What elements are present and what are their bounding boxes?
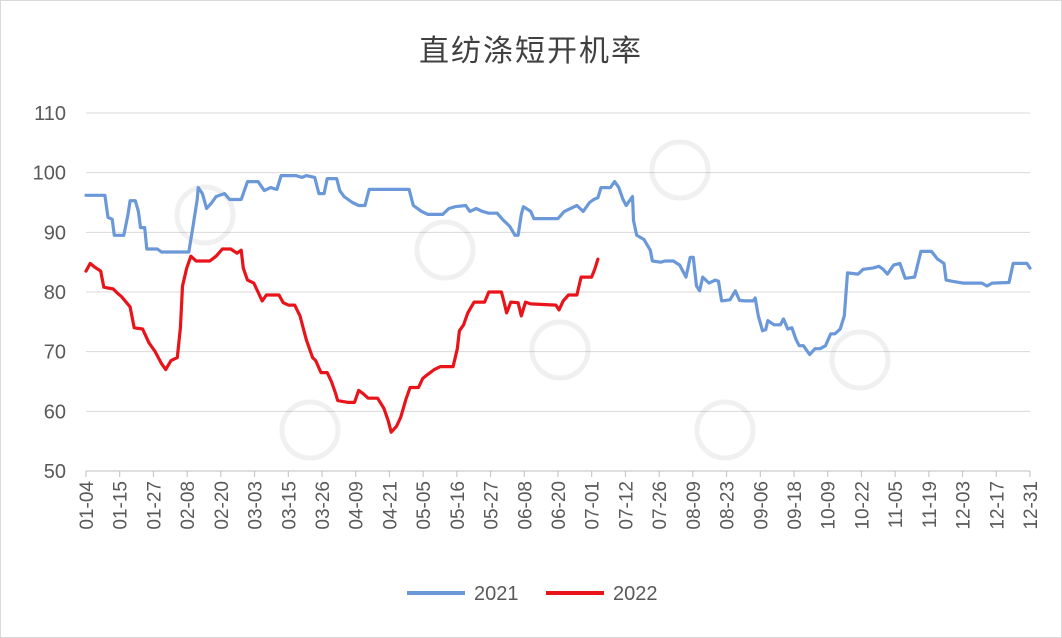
x-tick-label: 08-23 xyxy=(718,481,739,530)
watermark-logo-icon xyxy=(414,219,476,281)
legend: 2021 2022 xyxy=(407,583,658,605)
x-tick-label: 03-26 xyxy=(313,481,334,530)
x-tick-label: 04-09 xyxy=(347,481,368,530)
x-tick-label: 01-04 xyxy=(77,481,98,530)
y-axis: 50 60 70 80 90 100 110 xyxy=(33,103,66,483)
watermark-logo-icon xyxy=(279,399,341,461)
x-tick-label: 12-03 xyxy=(954,481,975,530)
x-tick-label: 07-26 xyxy=(650,481,671,530)
watermark-logo-icon xyxy=(529,319,591,381)
x-axis: 01-04 01-15 01-27 02-08 02-20 03-03 03-15 03-26… xyxy=(77,471,1042,530)
x-tick-label: 06-08 xyxy=(515,481,536,530)
legend-label: 2022 xyxy=(613,583,658,605)
x-tick-label: 10-22 xyxy=(852,481,873,530)
x-tick-label: 11-05 xyxy=(886,481,907,528)
x-tick-label: 12-31 xyxy=(1021,481,1042,530)
series-line-2021 xyxy=(84,174,1032,357)
y-tick-label: 50 xyxy=(44,461,66,483)
x-tick-label: 09-18 xyxy=(785,481,806,530)
y-tick-label: 90 xyxy=(44,222,66,244)
x-tick-label: 04-21 xyxy=(380,481,401,530)
x-tick-label: 07-12 xyxy=(616,481,637,530)
watermark xyxy=(174,139,891,461)
chart-title: 直纺涤短开机率 xyxy=(419,34,643,69)
watermark-logo-icon xyxy=(829,329,891,391)
y-tick-label: 110 xyxy=(34,103,66,125)
x-tick-label: 02-20 xyxy=(212,481,233,530)
x-tick-label: 06-20 xyxy=(549,481,570,530)
watermark-logo-icon xyxy=(649,139,711,201)
watermark-logo-icon xyxy=(174,184,236,246)
x-tick-label: 01-27 xyxy=(144,481,165,530)
x-tick-label: 12-17 xyxy=(987,481,1008,530)
y-tick-label: 80 xyxy=(44,282,66,304)
x-tick-label: 01-15 xyxy=(111,481,132,530)
y-tick-label: 70 xyxy=(44,342,66,364)
x-tick-label: 05-27 xyxy=(482,481,503,530)
x-tick-label: 10-09 xyxy=(819,481,840,530)
x-tick-label: 11-19 xyxy=(920,481,941,528)
series-line-2022 xyxy=(84,247,600,434)
x-tick-label: 08-09 xyxy=(684,481,705,530)
x-tick-label: 09-06 xyxy=(751,481,772,530)
x-tick-label: 05-05 xyxy=(414,481,435,530)
x-tick-label: 05-16 xyxy=(448,481,469,530)
x-tick-label: 03-03 xyxy=(246,481,267,530)
x-tick-label: 03-15 xyxy=(279,481,300,530)
x-tick-label: 07-01 xyxy=(583,481,604,530)
y-tick-label: 100 xyxy=(33,163,66,185)
x-tick-label: 02-08 xyxy=(178,481,199,530)
y-tick-label: 60 xyxy=(44,401,66,423)
grid-lines xyxy=(86,112,1030,472)
watermark-logo-icon xyxy=(694,399,756,461)
legend-label: 2021 xyxy=(474,583,519,605)
series-lines xyxy=(84,174,1032,434)
